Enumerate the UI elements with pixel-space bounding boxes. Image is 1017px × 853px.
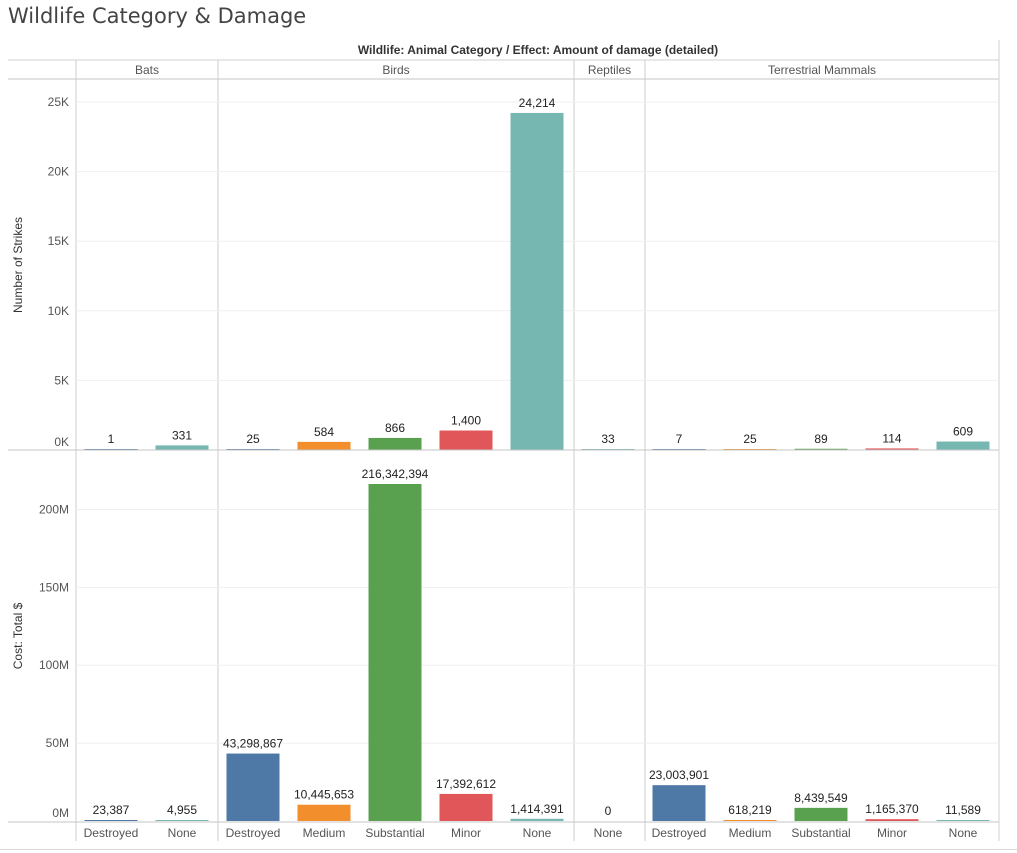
y-tick-label: 200M: [39, 502, 69, 516]
x-tick-label: Minor: [877, 826, 907, 840]
data-label: 25: [743, 432, 757, 446]
group-label-reptiles: Reptiles: [588, 63, 631, 77]
y-tick-label: 0M: [52, 806, 69, 820]
group-label-terrestrial-mammals: Terrestrial Mammals: [768, 63, 876, 77]
y-tick-label: 50M: [46, 736, 69, 750]
data-label: 216,342,394: [362, 467, 429, 481]
data-label: 1,165,370: [865, 802, 919, 816]
bar-destroyed: [226, 753, 280, 821]
group-label-birds: Birds: [382, 63, 409, 77]
bar-minor: [865, 819, 919, 821]
data-label: 89: [814, 432, 828, 446]
data-label: 1,400: [451, 414, 481, 428]
bar-destroyed: [84, 820, 138, 821]
y-tick-label: 15K: [48, 234, 69, 248]
data-label: 114: [882, 431, 901, 445]
data-label: 25: [246, 432, 260, 446]
x-tick-label: Medium: [729, 826, 772, 840]
data-label: 24,214: [519, 96, 556, 110]
chart-title: Wildlife Category & Damage: [8, 4, 307, 28]
bar-destroyed: [652, 785, 706, 821]
y-axis-title: Number of Strikes: [11, 217, 25, 313]
bar-none: [936, 820, 990, 821]
bar-minor: [439, 793, 493, 821]
header-label: Wildlife: Animal Category / Effect: Amou…: [358, 43, 718, 57]
data-label: 11,589: [945, 803, 981, 817]
y-tick-label: 0K: [54, 435, 69, 449]
bar-substantial: [794, 807, 848, 821]
x-tick-label: Substantial: [791, 826, 850, 840]
data-label: 10,445,653: [294, 788, 354, 802]
y-axis-title: Cost: Total $: [11, 602, 25, 669]
y-tick-label: 100M: [39, 658, 69, 672]
data-label: 618,219: [728, 803, 772, 817]
data-label: 4,955: [167, 803, 197, 817]
data-label: 331: [172, 428, 192, 442]
x-tick-label: None: [168, 826, 197, 840]
bar-substantial: [368, 437, 422, 450]
y-tick-label: 20K: [48, 165, 69, 179]
bar-substantial: [794, 448, 848, 450]
x-tick-label: Substantial: [365, 826, 424, 840]
x-tick-label: Destroyed: [226, 826, 281, 840]
bar-none: [510, 112, 564, 451]
x-tick-label: Minor: [451, 826, 481, 840]
bar-none: [936, 441, 990, 450]
bar-none: [155, 820, 209, 821]
data-label: 7: [676, 432, 683, 446]
x-tick-label: Destroyed: [652, 826, 707, 840]
bar-substantial: [368, 484, 422, 821]
data-label: 17,392,612: [436, 777, 496, 791]
data-label: 8,439,549: [794, 791, 848, 805]
x-tick-label: Destroyed: [84, 826, 139, 840]
y-tick-label: 150M: [39, 580, 69, 594]
y-tick-label: 25K: [48, 95, 69, 109]
x-tick-label: None: [594, 826, 623, 840]
data-label: 23,387: [93, 803, 130, 817]
x-tick-label: Medium: [303, 826, 346, 840]
data-label: 1,414,391: [510, 802, 564, 816]
bar-none: [510, 818, 564, 821]
data-label: 1: [108, 432, 115, 446]
data-label: 584: [314, 425, 334, 439]
bar-medium: [297, 804, 351, 821]
bottom-rule: [0, 849, 1017, 850]
data-label: 0: [605, 804, 612, 818]
data-label: 866: [385, 421, 405, 435]
data-label: 23,003,901: [649, 768, 709, 782]
y-tick-label: 5K: [54, 373, 69, 387]
bar-minor: [439, 430, 493, 450]
data-label: 43,298,867: [223, 737, 283, 751]
data-label: 33: [601, 432, 615, 446]
y-tick-label: 10K: [48, 304, 69, 318]
bar-medium: [723, 820, 777, 821]
bar-none: [155, 445, 209, 450]
x-tick-label: None: [949, 826, 978, 840]
x-tick-label: None: [523, 826, 552, 840]
group-label-bats: Bats: [135, 63, 159, 77]
bar-minor: [865, 448, 919, 450]
bar-medium: [297, 441, 351, 450]
data-label: 609: [953, 425, 973, 439]
